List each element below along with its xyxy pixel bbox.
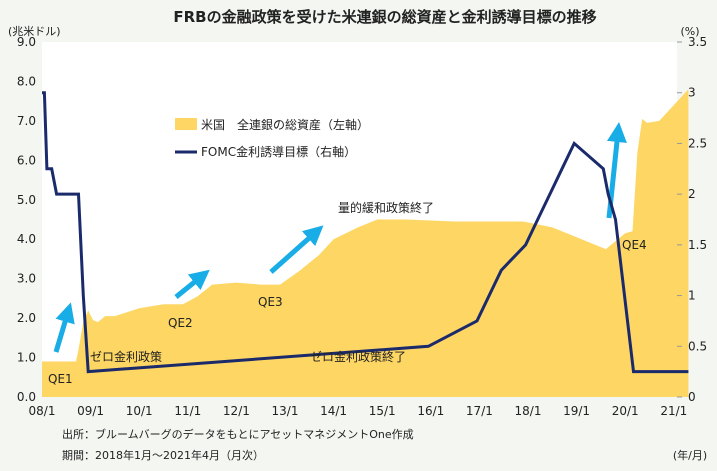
annotation-zero-rate-end: ゼロ金利政策終了	[310, 349, 406, 364]
annotation-zero-rate: ゼロ金利政策	[90, 349, 162, 364]
x-tick-label: 10/1	[126, 404, 153, 418]
left-tick-label: 6.0	[17, 153, 36, 167]
qe3-arrow	[269, 225, 324, 274]
source-note: 出所：ブルームバーグのデータをもとにアセットマネジメントOne作成	[62, 427, 414, 441]
legend-swatch-assets	[175, 118, 197, 130]
x-tick-label: 17/1	[466, 404, 493, 418]
x-tick-label: 12/1	[223, 404, 250, 418]
annotation-qe3: QE3	[258, 295, 283, 309]
right-tick-label: 3	[688, 86, 696, 100]
assets-area	[42, 89, 689, 398]
qe1-arrow	[53, 302, 75, 353]
left-tick-label: 2.0	[17, 311, 36, 325]
x-tick-label: 15/1	[369, 404, 396, 418]
period-note: 期間：2018年1月～2021年4月（月次）	[62, 448, 264, 462]
left-tick-label: 9.0	[17, 35, 36, 49]
left-tick-label: 5.0	[17, 193, 36, 207]
rate-line	[42, 91, 689, 374]
right-tick-label: 0.5	[688, 339, 707, 353]
left-tick-label: 1.0	[17, 351, 36, 365]
right-axis-label: (%)	[680, 25, 699, 38]
right-tick-label: 1.5	[688, 238, 707, 252]
left-tick-label: 0.0	[17, 390, 36, 404]
legend-label-assets: 米国 全連銀の総資産（左軸）	[201, 117, 369, 132]
left-tick-label: 4.0	[17, 232, 36, 246]
x-axis-label: (年/月)	[673, 448, 707, 462]
x-tick-label: 13/1	[272, 404, 299, 418]
annotation-qe4: QE4	[622, 238, 647, 252]
chart-title: FRBの金融政策を受けた米連銀の総資産と金利誘導目標の推移	[173, 8, 596, 26]
x-tick-label: 09/1	[77, 404, 104, 418]
legend: 米国 全連銀の総資産（左軸） FOMC金利誘導目標（右軸）	[175, 117, 369, 159]
left-tick-label: 8.0	[17, 74, 36, 88]
right-tick-label: 3.5	[688, 35, 707, 49]
right-tick-label: 1	[688, 289, 696, 303]
right-tick-label: 2	[688, 187, 696, 201]
annotation-qe1: QE1	[48, 372, 73, 386]
x-tick-label: 14/1	[320, 404, 347, 418]
x-tick-label: 16/1	[417, 404, 444, 418]
left-axis-label: (兆米ドル)	[8, 25, 61, 38]
x-tick-label: 20/1	[612, 404, 639, 418]
qe2-arrow	[174, 269, 210, 299]
annotation-qe2: QE2	[168, 316, 193, 330]
x-tick-label: 21/1	[660, 404, 687, 418]
left-tick-label: 7.0	[17, 114, 36, 128]
legend-label-rate: FOMC金利誘導目標（右軸）	[201, 144, 356, 159]
x-tick-label: 18/1	[515, 404, 542, 418]
right-tick-label: 2.5	[688, 136, 707, 150]
left-tick-label: 3.0	[17, 272, 36, 286]
x-tick-label: 08/1	[29, 404, 56, 418]
annotation-qe-end: 量的緩和政策終了	[338, 200, 434, 215]
right-tick-label: 0	[688, 390, 696, 404]
x-tick-label: 19/1	[563, 404, 590, 418]
x-tick-label: 11/1	[174, 404, 201, 418]
